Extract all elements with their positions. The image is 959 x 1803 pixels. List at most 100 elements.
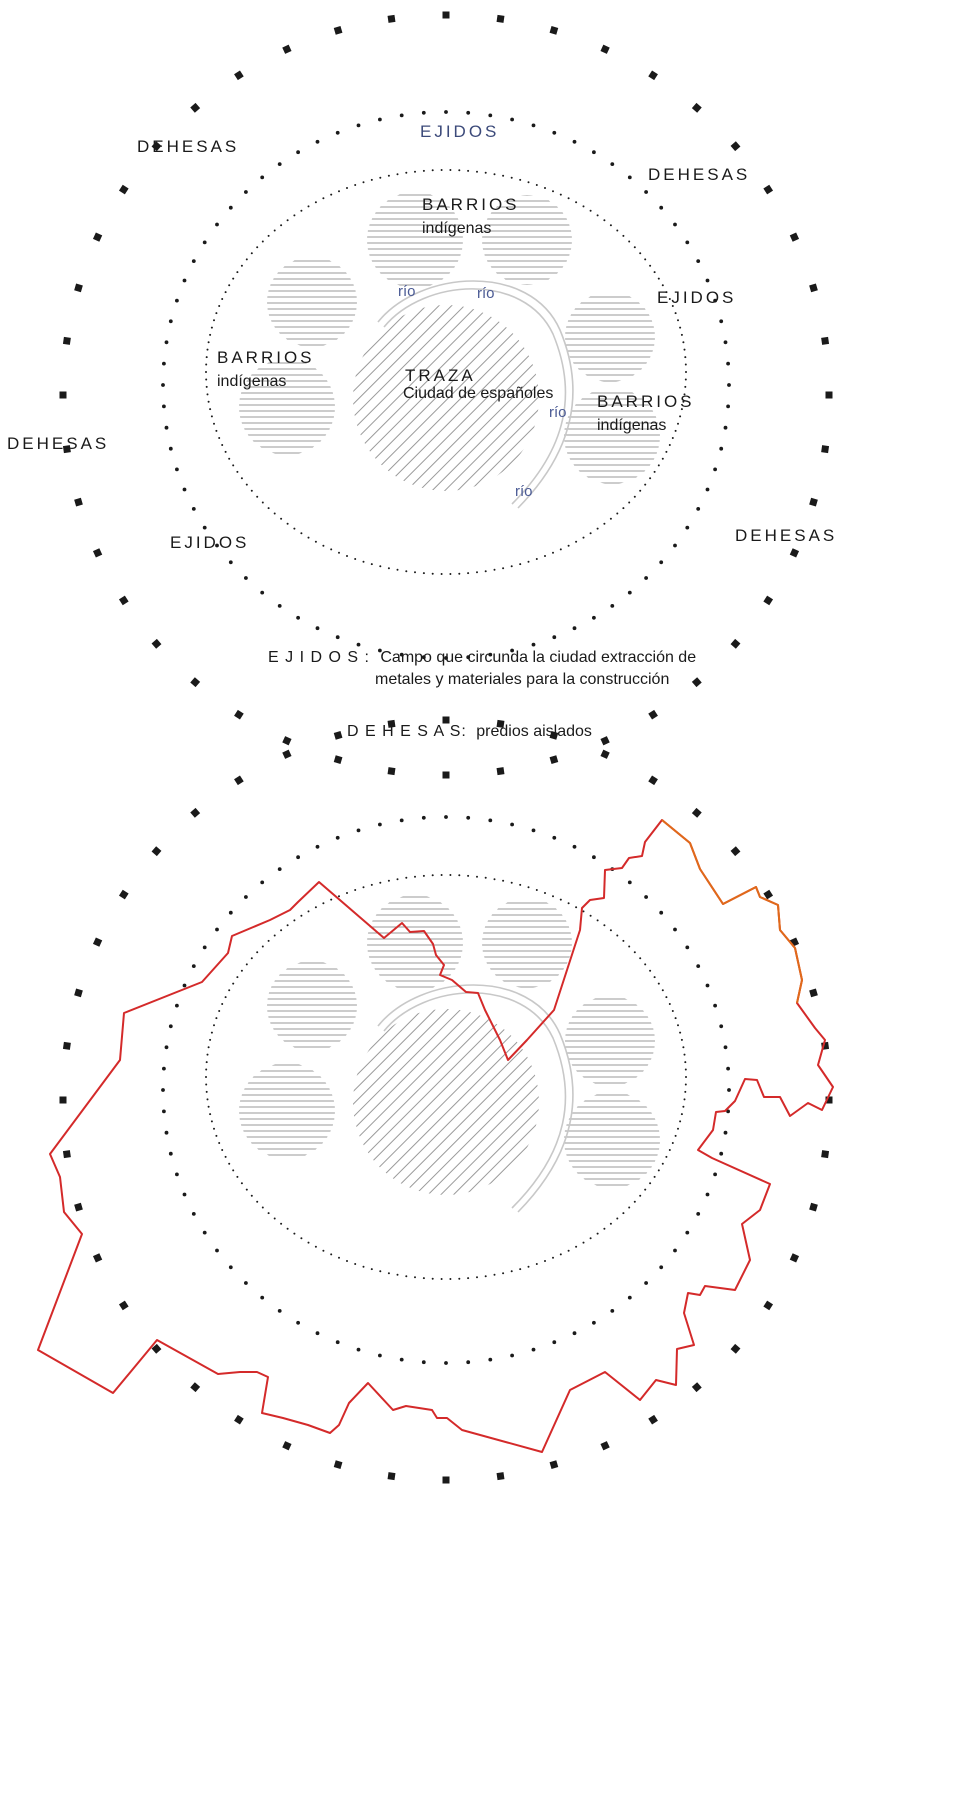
label-rio-2: río	[477, 285, 495, 302]
city-limit-dot	[405, 570, 408, 573]
city-limit-dot	[567, 1249, 570, 1252]
city-limit-dot	[205, 356, 208, 359]
city-limit-dot	[267, 234, 270, 237]
ejidos-dot	[627, 1295, 632, 1300]
ejidos-dot	[488, 818, 493, 823]
city-limit-dot	[665, 450, 668, 453]
city-limit-dot	[273, 934, 276, 937]
ejidos-dot	[175, 298, 179, 303]
dehesas-marker	[496, 719, 505, 728]
city-limit-dot	[535, 1263, 538, 1265]
city-limit-dot	[493, 1273, 496, 1276]
city-limit-dot	[527, 886, 530, 889]
dehesas-ring-top	[59, 11, 833, 779]
ejidos-dot	[277, 1309, 282, 1313]
city-limit-dot	[535, 184, 538, 186]
ejidos-dot	[713, 467, 717, 472]
city-limit-dot	[575, 201, 578, 204]
city-limit-dot	[354, 558, 357, 560]
city-limit-dot	[286, 1227, 289, 1230]
city-limit-dot	[232, 1169, 235, 1172]
caption-ejidos-line2: metales y materiales para la construcció…	[375, 671, 669, 688]
city-limit-dot	[280, 517, 283, 520]
ejidos-dot	[713, 1003, 717, 1008]
city-limit-dot	[213, 319, 215, 322]
city-limit-dot	[476, 571, 478, 574]
city-limit-dot	[657, 982, 660, 985]
city-limit-dot	[582, 1241, 585, 1244]
dehesas-marker	[763, 595, 774, 606]
city-limit-dot	[236, 271, 239, 274]
ejidos-dot	[399, 1357, 404, 1362]
ejidos-dot	[228, 560, 233, 565]
city-limit-dot	[422, 1277, 425, 1280]
city-limit-dot	[206, 1098, 209, 1101]
city-limit-dot	[603, 522, 606, 525]
city-limit-dot	[362, 1265, 365, 1268]
label-dehesas-top-right: DEHESAS	[648, 165, 750, 184]
ejidos-dot	[182, 983, 187, 988]
label-ejidos-bottom-left: EJIDOS	[170, 533, 249, 552]
label-ejidos-top: EJIDOS	[420, 122, 499, 141]
city-limit-dot	[221, 1149, 224, 1151]
city-limit-dot	[215, 429, 218, 432]
city-limit-dot	[467, 1277, 470, 1280]
barrio-right-lower	[564, 388, 660, 484]
city-limit-dot	[677, 1127, 679, 1130]
city-limit-dot	[209, 1113, 212, 1116]
city-limit-dot	[653, 470, 656, 473]
ejidos-dot	[260, 1295, 265, 1300]
city-limit-dot	[396, 568, 399, 571]
dehesas-marker	[600, 1441, 610, 1451]
city-limit-dot	[440, 169, 443, 171]
dehesas-marker	[600, 736, 610, 746]
ejidos-dot	[162, 1066, 166, 1071]
city-limit-dot	[205, 1090, 208, 1093]
dehesas-marker	[730, 846, 741, 857]
ejidos-dot	[719, 1151, 724, 1156]
city-limit-dot	[683, 393, 686, 396]
city-limit-dot	[280, 224, 283, 227]
city-limit-dot	[682, 1105, 685, 1108]
city-limit-dot	[679, 326, 682, 329]
city-limit-dot	[379, 565, 382, 568]
city-limit-dot	[484, 876, 487, 879]
ejidos-dot	[399, 652, 404, 657]
city-limit-dot	[354, 889, 357, 891]
dehesas-marker	[691, 807, 702, 818]
city-limit-dot	[205, 363, 208, 366]
ejidos-dot	[335, 835, 340, 840]
city-limit-dot	[396, 173, 399, 176]
city-limit-dot	[685, 1076, 687, 1078]
ejidos-dot	[335, 1340, 340, 1345]
urban-boundary-orange	[661, 819, 803, 1004]
ejidos-dot	[466, 110, 471, 115]
ejidos-dot	[726, 361, 730, 366]
city-limit-dot	[362, 181, 365, 184]
city-limit-dot	[458, 169, 461, 172]
ejidos-dot	[378, 648, 382, 653]
city-limit-dot	[300, 209, 303, 212]
ejidos-dot	[335, 635, 340, 640]
label-dehesas-right: DEHESAS	[735, 526, 837, 545]
city-limit-dot	[387, 174, 390, 177]
city-limit-dot	[544, 892, 546, 894]
city-limit-dot	[261, 501, 264, 504]
ejidos-dot	[315, 626, 320, 631]
ejidos-dot	[421, 110, 426, 115]
barrio-left-lower-b	[239, 1063, 335, 1159]
city-limit-dot	[338, 895, 340, 898]
city-limit-dot	[286, 522, 289, 525]
ejidos-dot	[531, 642, 536, 647]
barrio-top-left	[367, 192, 463, 288]
dehesas-marker	[387, 1472, 396, 1481]
city-limit-dot	[210, 326, 213, 329]
city-limit-dot	[649, 264, 652, 267]
city-limit-dot	[218, 1010, 221, 1012]
city-limit-dot	[661, 457, 664, 460]
city-limit-dot	[552, 551, 554, 554]
ejidos-dot	[444, 1361, 448, 1365]
city-limit-dot	[224, 996, 227, 999]
ejidos-dot	[705, 983, 710, 988]
city-limit-dot	[510, 565, 513, 568]
